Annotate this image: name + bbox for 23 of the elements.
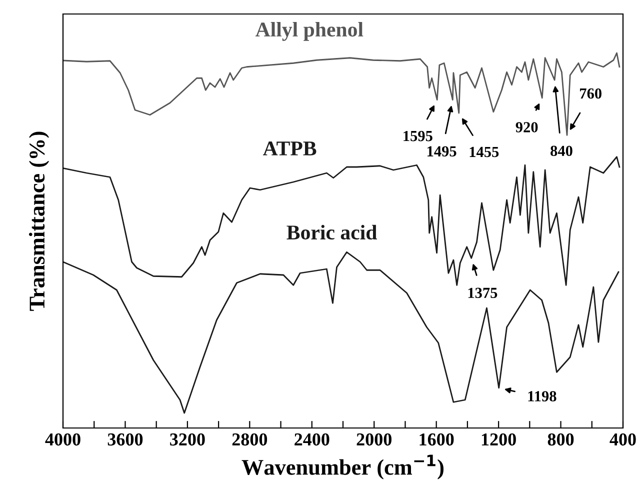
series-label: Boric acid: [286, 224, 377, 240]
x-tick-label: 3200: [170, 433, 205, 446]
x-axis-title: Wavenumber (cm$^{−1}$): [242, 454, 444, 480]
x-tick-label: 2000: [356, 433, 392, 446]
annotation: 1198: [528, 391, 556, 402]
annotation: 920: [516, 122, 538, 132]
series-label: ATPB: [262, 142, 316, 156]
x-tick-label: 800: [548, 433, 574, 446]
annotation: 1595: [404, 130, 432, 142]
y-axis-title: Transmittance (%): [28, 132, 50, 311]
series-label: Allyl phenol: [255, 22, 364, 41]
annotation: 1455: [470, 146, 499, 158]
x-tick-label: 1200: [482, 433, 516, 446]
annotation: 1375: [468, 288, 498, 298]
annotation: 840: [550, 146, 572, 156]
x-tick-label: 4000: [45, 433, 80, 446]
annotation: 760: [580, 88, 602, 99]
x-tick-label: 1600: [420, 433, 454, 446]
x-tick-label: 400: [610, 433, 636, 446]
x-tick-label: 2400: [294, 433, 330, 446]
annotation: 1495: [428, 146, 456, 156]
x-tick-label: 3600: [108, 433, 143, 446]
x-tick-label: 2800: [232, 433, 268, 446]
